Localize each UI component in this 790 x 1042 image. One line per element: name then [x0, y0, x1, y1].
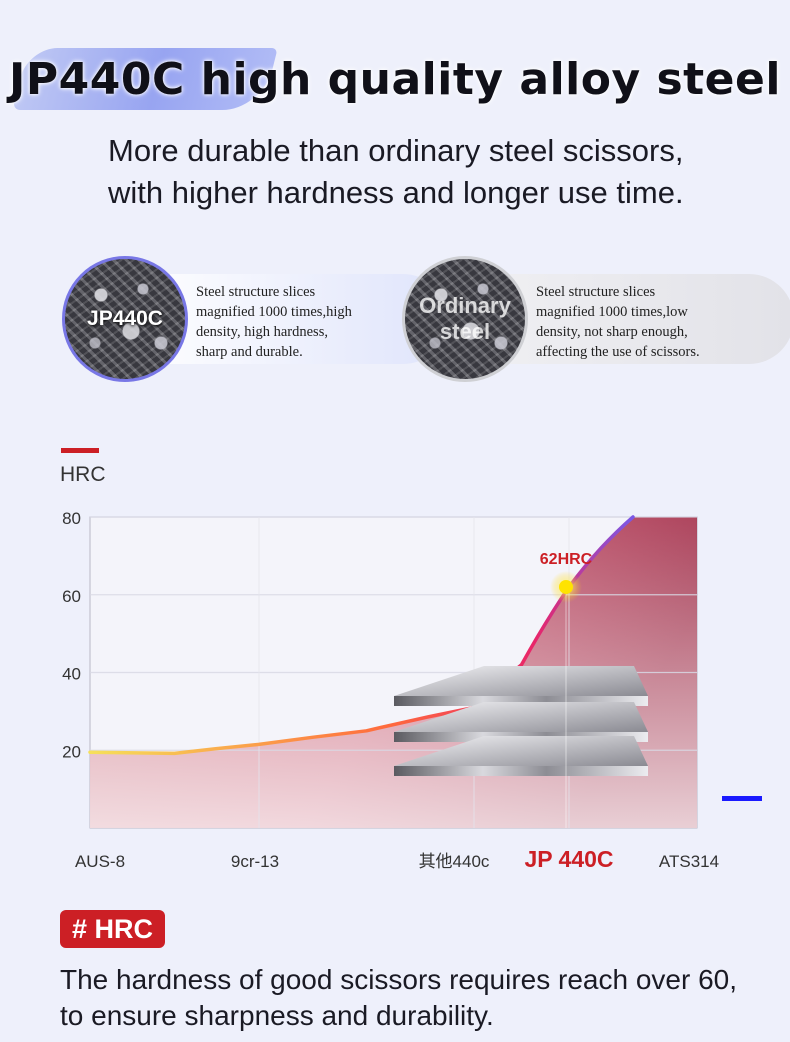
x-tick-label: ATS314 [659, 852, 719, 871]
jp440c-desc-line-4: sharp and durable. [196, 344, 303, 360]
ordinary-desc-line-1: Steel structure slices [536, 284, 656, 300]
steel-plate-edge [394, 766, 648, 776]
y-axis-label: HRC [60, 463, 106, 486]
x-tick-label: 9cr-13 [231, 852, 279, 871]
steel-plate-3 [394, 736, 648, 776]
steel-plate-edge [394, 696, 648, 706]
steel-plate-top [394, 702, 648, 732]
ordinary-steel-description: Steel structure slices magnified 1000 ti… [468, 274, 790, 364]
steel-plate-top [394, 666, 648, 696]
steel-plate-1 [394, 666, 648, 706]
x-tick-label: AUS-8 [75, 852, 125, 871]
subheading: More durable than ordinary steel scissor… [108, 130, 748, 214]
annotation-point [559, 579, 573, 594]
jp440c-desc-line-1: Steel structure slices [196, 284, 316, 300]
jp440c-circle-label: JP440C [87, 307, 163, 330]
ordinary-desc-line-3: density, not sharp enough, [536, 324, 688, 340]
ordinary-desc-line-4: affecting the use of scissors. [536, 344, 700, 360]
footer-line-1: The hardness of good scissors requires r… [60, 964, 738, 995]
y-tick-20: 20 [62, 742, 81, 761]
ordinary-circle-label-line-1: Ordinary [419, 293, 511, 318]
jp440c-microstructure-image: JP440C [62, 256, 188, 382]
steel-plate-top [394, 736, 648, 766]
x-tick-label: JP 440C [524, 846, 613, 872]
page-title: JP440C high quality alloy steel [9, 54, 781, 105]
y-tick-60: 60 [62, 587, 81, 606]
jp440c-desc-line-2: magnified 1000 times,high [196, 304, 352, 320]
y-tick-40: 40 [62, 665, 81, 684]
hrc-chart: HRC 20 40 60 80 62HRC AUS-8 9cr-13 其他440c JP 440C… [60, 448, 762, 872]
hrc-tag: # HRC [60, 910, 166, 948]
y-tick-80: 80 [62, 509, 81, 528]
ordinary-steel-microstructure-image: Ordinary steel [402, 256, 528, 382]
subheading-line-2: with higher hardness and longer use time… [108, 175, 684, 210]
x-tick-label: 其他440c [419, 852, 490, 871]
hrc-accent-bar [61, 448, 99, 453]
footer-line-2: to ensure sharpness and durability. [60, 1000, 494, 1031]
subheading-line-1: More durable than ordinary steel scissor… [108, 133, 684, 168]
ordinary-desc-line-2: magnified 1000 times,low [536, 304, 688, 320]
ordinary-circle-label-line-2: steel [439, 319, 491, 344]
jp440c-desc-line-3: density, high hardness, [196, 324, 328, 340]
blue-marker [722, 796, 762, 801]
footer-text: The hardness of good scissors requires r… [60, 962, 760, 1034]
hardness-curve [88, 515, 635, 756]
annotation-label: 62HRC [540, 551, 593, 568]
